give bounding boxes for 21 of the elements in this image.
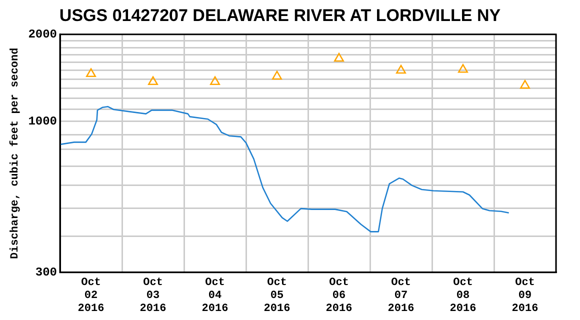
chart-title: USGS 01427207 DELAWARE RIVER AT LORDVILLE NY (59, 6, 502, 25)
y-axis-title: Discharge, cubic feet per second (8, 48, 22, 260)
point (334, 52, 344, 62)
point (272, 70, 282, 80)
x-tick-label: Oct 08 2016 (450, 276, 476, 316)
point (396, 64, 406, 74)
point (520, 80, 530, 89)
point (86, 68, 96, 78)
y-tick-label: 1000 (28, 114, 58, 128)
x-tick-label: Oct 05 2016 (264, 276, 290, 316)
x-tick-label: Oct 06 2016 (326, 276, 352, 316)
point (210, 76, 220, 86)
point (458, 64, 468, 73)
x-tick-label: Oct 02 2016 (78, 276, 104, 316)
y-tick-label: 300 (35, 265, 58, 280)
y-tick-label: 2000 (28, 27, 58, 42)
x-tick-label: Oct 04 2016 (202, 276, 228, 316)
x-tick-label: Oct 09 2016 (512, 276, 538, 316)
point (148, 76, 158, 86)
x-tick-label: Oct 07 2016 (388, 276, 414, 316)
x-tick-label: Oct 03 2016 (140, 276, 166, 316)
